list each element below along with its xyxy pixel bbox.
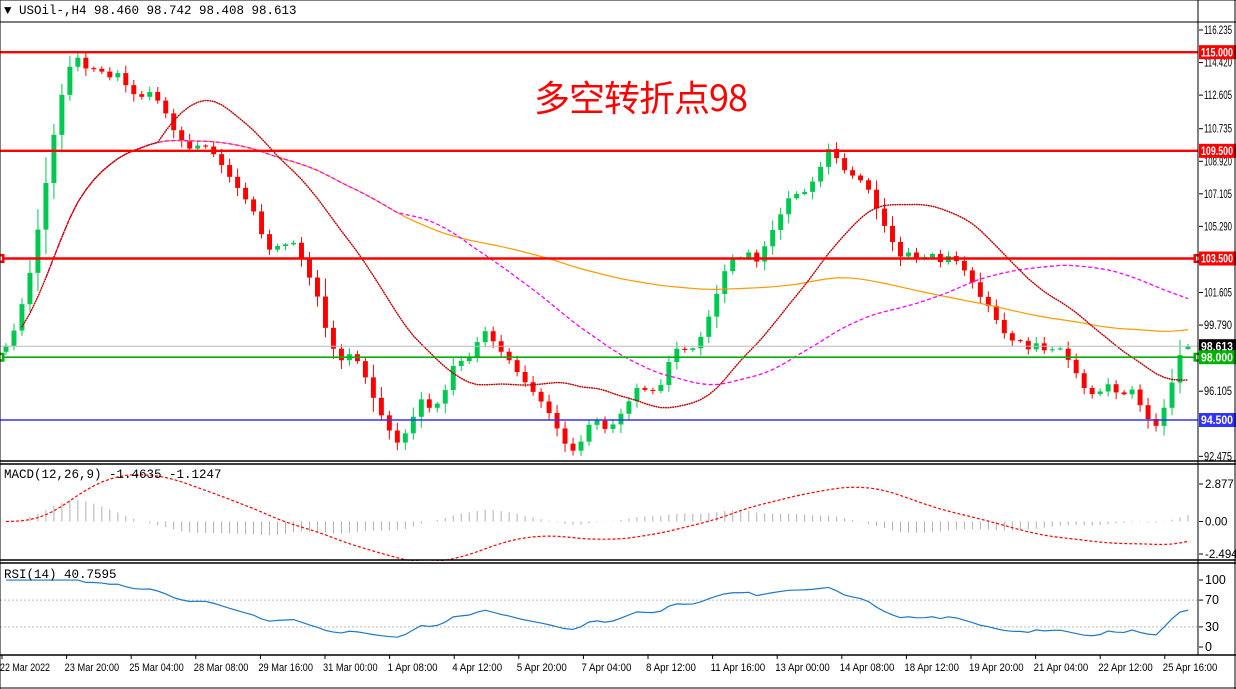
svg-text:99.790: 99.790 xyxy=(1204,320,1232,332)
svg-text:109.500: 109.500 xyxy=(1201,144,1233,158)
svg-text:8 Apr 12:00: 8 Apr 12:00 xyxy=(646,662,696,674)
svg-text:30: 30 xyxy=(1205,620,1219,634)
svg-text:21 Apr 04:00: 21 Apr 04:00 xyxy=(1034,662,1089,674)
svg-text:22 Mar 2022: 22 Mar 2022 xyxy=(0,662,50,674)
svg-text:22 Apr 12:00: 22 Apr 12:00 xyxy=(1098,662,1153,674)
svg-text:103.500: 103.500 xyxy=(1201,252,1233,266)
svg-text:1 Apr 08:00: 1 Apr 08:00 xyxy=(388,662,438,674)
svg-text:7 Apr 04:00: 7 Apr 04:00 xyxy=(581,662,631,674)
svg-text:28 Mar 08:00: 28 Mar 08:00 xyxy=(194,662,249,674)
svg-text:115.000: 115.000 xyxy=(1201,45,1233,59)
svg-text:110.735: 110.735 xyxy=(1204,124,1232,136)
svg-text:92.475: 92.475 xyxy=(1204,451,1232,462)
svg-text:112.605: 112.605 xyxy=(1204,90,1232,102)
svg-text:29 Mar 16:00: 29 Mar 16:00 xyxy=(258,662,313,674)
svg-text:70: 70 xyxy=(1205,593,1219,607)
svg-text:100: 100 xyxy=(1205,573,1226,587)
svg-text:13 Apr 00:00: 13 Apr 00:00 xyxy=(775,662,830,674)
svg-text:25 Mar 04:00: 25 Mar 04:00 xyxy=(129,662,184,674)
svg-text:94.500: 94.500 xyxy=(1201,413,1233,427)
svg-text:105.290: 105.290 xyxy=(1204,221,1232,233)
svg-text:96.105: 96.105 xyxy=(1204,386,1232,398)
svg-text:11 Apr 16:00: 11 Apr 16:00 xyxy=(711,662,766,674)
svg-text:5 Apr 20:00: 5 Apr 20:00 xyxy=(517,662,567,674)
svg-text:98.000: 98.000 xyxy=(1201,350,1233,364)
svg-text:14 Apr 08:00: 14 Apr 08:00 xyxy=(840,662,895,674)
svg-text:31 Mar 00:00: 31 Mar 00:00 xyxy=(323,662,378,674)
svg-text:0.00: 0.00 xyxy=(1205,517,1227,529)
svg-text:4 Apr 12:00: 4 Apr 12:00 xyxy=(452,662,502,674)
svg-text:2.877: 2.877 xyxy=(1205,479,1234,491)
svg-text:101.605: 101.605 xyxy=(1204,288,1232,300)
svg-text:19 Apr 20:00: 19 Apr 20:00 xyxy=(969,662,1024,674)
svg-text:0: 0 xyxy=(1205,640,1212,654)
svg-text:23 Mar 20:00: 23 Mar 20:00 xyxy=(65,662,120,674)
svg-text:107.105: 107.105 xyxy=(1204,189,1232,201)
svg-text:116.235: 116.235 xyxy=(1204,25,1232,37)
svg-text:25 Apr 16:00: 25 Apr 16:00 xyxy=(1163,662,1218,674)
svg-text:18 Apr 12:00: 18 Apr 12:00 xyxy=(904,662,959,674)
